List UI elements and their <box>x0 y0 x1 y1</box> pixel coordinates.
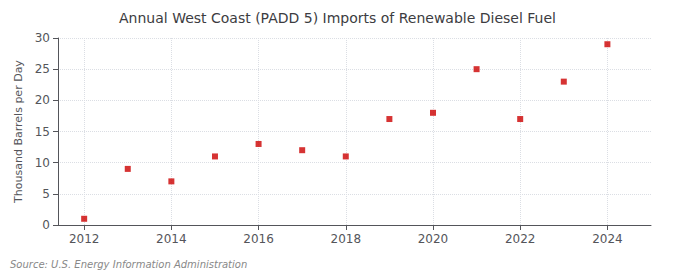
svg-text:25: 25 <box>35 62 50 76</box>
svg-text:2012: 2012 <box>69 232 100 246</box>
svg-text:Annual West Coast (PADD 5) Imp: Annual West Coast (PADD 5) Imports of Re… <box>119 10 556 26</box>
svg-text:2020: 2020 <box>418 232 449 246</box>
svg-text:2016: 2016 <box>243 232 274 246</box>
svg-text:2022: 2022 <box>505 232 536 246</box>
svg-text:15: 15 <box>35 125 50 139</box>
svg-text:Thousand Barrels per Day: Thousand Barrels per Day <box>12 60 25 204</box>
svg-text:Source: U.S. Energy Informatio: Source: U.S. Energy Information Administ… <box>10 259 247 270</box>
svg-text:30: 30 <box>35 31 50 45</box>
svg-text:5: 5 <box>42 187 50 201</box>
svg-text:2024: 2024 <box>592 232 623 246</box>
svg-text:2014: 2014 <box>156 232 187 246</box>
svg-text:2018: 2018 <box>331 232 362 246</box>
svg-text:0: 0 <box>42 218 50 232</box>
svg-text:20: 20 <box>35 93 50 107</box>
svg-text:10: 10 <box>35 156 50 170</box>
